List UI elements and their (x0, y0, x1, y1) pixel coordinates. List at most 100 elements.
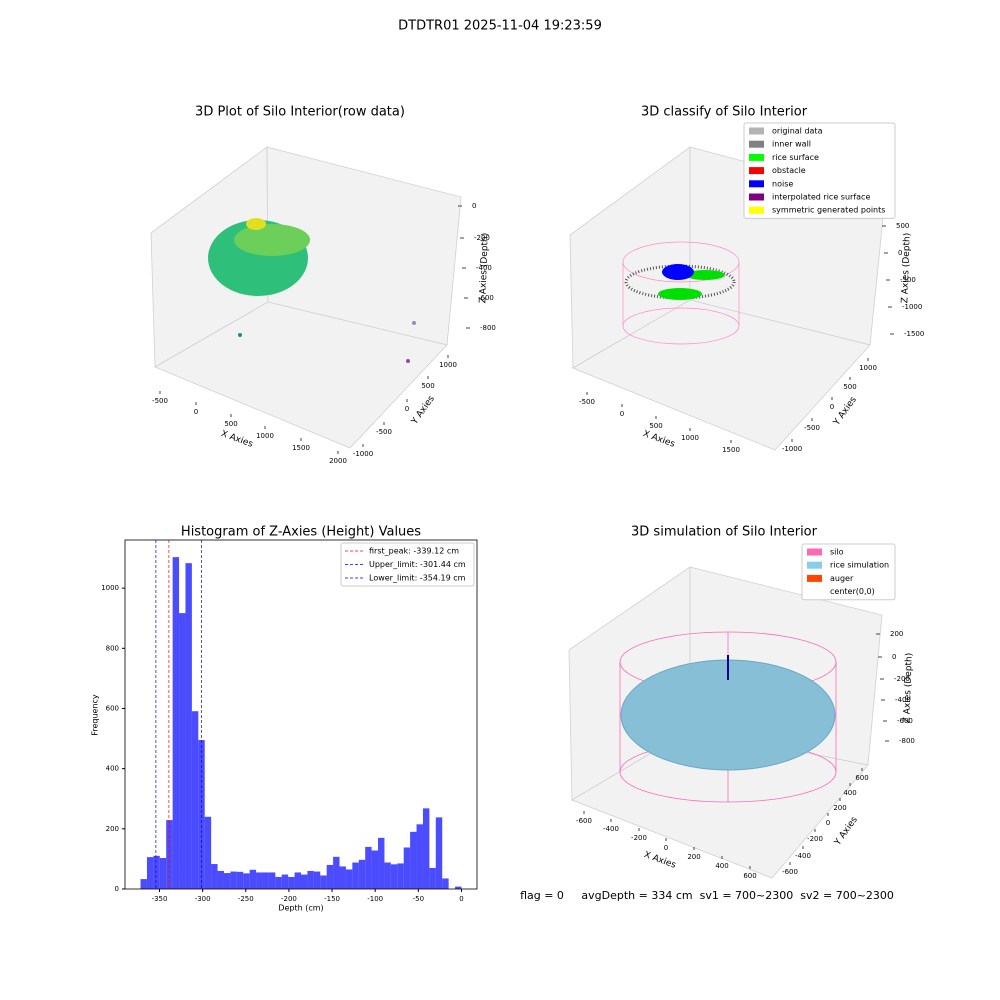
x-tick-label: -200 (631, 834, 647, 842)
legend-label: rice surface (772, 153, 819, 162)
z-tick-label: 0 (892, 653, 896, 661)
legend-swatch (807, 574, 822, 582)
legend-label: obstacle (772, 166, 806, 175)
bar (256, 872, 263, 889)
chart-title: 3D simulation of Silo Interior (631, 525, 818, 540)
bar (275, 876, 282, 889)
x-tick-label: -100 (367, 895, 383, 903)
bar (442, 878, 449, 889)
z-tick-label: -400 (895, 696, 911, 704)
y-tick-label: 600 (855, 774, 868, 782)
chart-title: 3D Plot of Silo Interior(row data) (195, 105, 405, 120)
x-axis-label: X Axies (219, 429, 254, 450)
legend-box (801, 543, 896, 601)
bar (416, 824, 423, 889)
x-tick-label: -400 (603, 825, 619, 833)
x-tick-label: -150 (324, 895, 340, 903)
x-axis-label: Depth (cm) (278, 904, 323, 913)
bar (352, 862, 359, 889)
bar (384, 862, 391, 889)
chart-title: Histogram of Z-Axies (Height) Values (181, 525, 421, 540)
x-tick-label: 0 (664, 844, 668, 852)
suptitle: DTDTR01 2025-11-04 19:23:59 (398, 19, 602, 34)
z-tick-label: -200 (894, 675, 910, 683)
x-tick-label: -600 (576, 817, 592, 825)
y-tick-label: 0 (830, 403, 834, 411)
bar (397, 863, 404, 889)
bar (371, 850, 379, 889)
bar (378, 837, 385, 889)
x-tick-label: 500 (649, 422, 662, 430)
y-tick-label: 1000 (859, 364, 877, 372)
y-tick-label: 400 (106, 765, 119, 773)
bar (345, 869, 353, 889)
bar (185, 563, 192, 889)
x-tick-label: 1000 (681, 434, 699, 442)
legend-label: symmetric generated points (772, 206, 885, 215)
x-tick-label: 0 (194, 408, 198, 416)
bar (268, 872, 276, 889)
z-tick-label: -800 (899, 737, 915, 745)
legend-swatch (749, 167, 764, 175)
x-axis-label: X Axies (641, 429, 676, 450)
z-tick-label: -800 (480, 324, 496, 332)
z-tick-label: -1000 (902, 303, 922, 311)
legend-swatch (749, 153, 764, 161)
legend-swatch (749, 127, 764, 135)
bar (243, 873, 250, 889)
x-tick-label: -250 (238, 895, 254, 903)
y-tick-label: 600 (106, 704, 119, 712)
bar (223, 873, 231, 889)
y-tick-label: 200 (833, 804, 846, 812)
z-axis-label: Z Axies (Depth) (478, 233, 490, 304)
bar (236, 871, 244, 889)
bar (249, 869, 257, 889)
legend-box (743, 122, 896, 219)
bar (140, 879, 147, 889)
bar (281, 874, 289, 889)
legend-label: auger (830, 574, 854, 583)
footer: flag = 0 avgDepth = 334 cm sv1 = 700~230… (520, 889, 894, 902)
bar (211, 864, 218, 889)
y-axis-label: Y Axies (831, 395, 859, 428)
legend-label: silo (830, 548, 844, 557)
bar (191, 711, 199, 889)
bar (198, 740, 205, 889)
x-tick-label: -200 (281, 895, 297, 903)
bar (301, 874, 308, 889)
bar (153, 855, 160, 889)
legend-swatch (749, 193, 764, 201)
x-tick-label: 200 (687, 853, 700, 861)
x-tick-label: 500 (224, 420, 237, 428)
bar (455, 886, 462, 889)
legend-box (340, 542, 475, 587)
bar (333, 856, 340, 889)
bar (166, 820, 173, 889)
legend-swatch (807, 561, 822, 569)
z-axis-label: Z Axies (Depth) (900, 233, 912, 304)
y-tick-label: -500 (804, 424, 820, 432)
bar (262, 872, 269, 889)
x-tick-label: 600 (743, 872, 756, 880)
legend-swatch (749, 206, 764, 214)
y-tick-label: 0 (826, 819, 830, 827)
z-tick-label: -400 (476, 264, 492, 272)
legend-swatch (749, 140, 764, 148)
x-tick-label: -500 (152, 397, 168, 405)
panes-4 (568, 566, 883, 879)
bar (358, 859, 366, 889)
legend-label: first_peak: -339.12 cm (369, 547, 459, 556)
bar (179, 613, 186, 889)
legend-label: interpolated rice surface (772, 193, 870, 202)
y-tick-label: -200 (807, 835, 823, 843)
axes-frame (124, 539, 478, 890)
y-axis-label: Frequency (91, 694, 100, 736)
y-tick-label: -1000 (353, 450, 373, 458)
bar (172, 557, 180, 889)
z-tick-label: 0 (472, 202, 476, 210)
bar (307, 870, 314, 889)
z-tick-label: -200 (474, 234, 490, 242)
y-tick-label: 400 (843, 789, 856, 797)
x-tick-label: 0 (620, 410, 624, 418)
